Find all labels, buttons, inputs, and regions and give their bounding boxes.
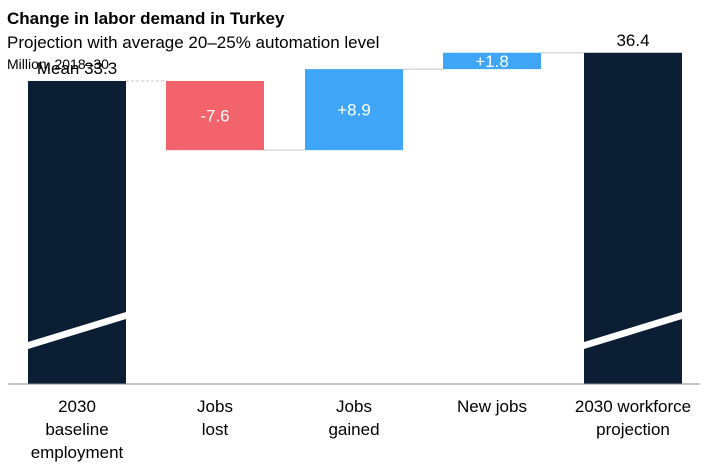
delta-value-label: +1.8 bbox=[475, 52, 509, 71]
category-label: Jobs bbox=[197, 397, 233, 416]
category-label: 2030 bbox=[58, 397, 96, 416]
category-label: employment bbox=[31, 443, 124, 462]
bar bbox=[584, 52, 682, 384]
total-value-label: 36.4 bbox=[616, 31, 649, 50]
delta-value-label: -7.6 bbox=[200, 107, 229, 126]
chart-title: Change in labor demand in Turkey bbox=[7, 9, 285, 28]
chart-subtitle: Projection with average 20–25% automatio… bbox=[7, 33, 380, 52]
chart-unit: Million, 2018–30 bbox=[7, 56, 109, 72]
bar bbox=[305, 69, 403, 151]
category-label: gained bbox=[328, 420, 379, 439]
category-label: 2030 workforce bbox=[575, 397, 691, 416]
bar bbox=[443, 52, 541, 70]
category-label: Jobs bbox=[336, 397, 372, 416]
bar bbox=[166, 80, 264, 151]
axis-break-mark bbox=[584, 312, 682, 349]
total-value-label: Mean 33.3 bbox=[37, 59, 117, 78]
delta-value-label: +8.9 bbox=[337, 101, 371, 120]
category-label: lost bbox=[202, 420, 229, 439]
category-label: projection bbox=[596, 420, 670, 439]
category-label: New jobs bbox=[457, 397, 527, 416]
category-label: baseline bbox=[45, 420, 108, 439]
axis-break-mark bbox=[28, 312, 126, 349]
